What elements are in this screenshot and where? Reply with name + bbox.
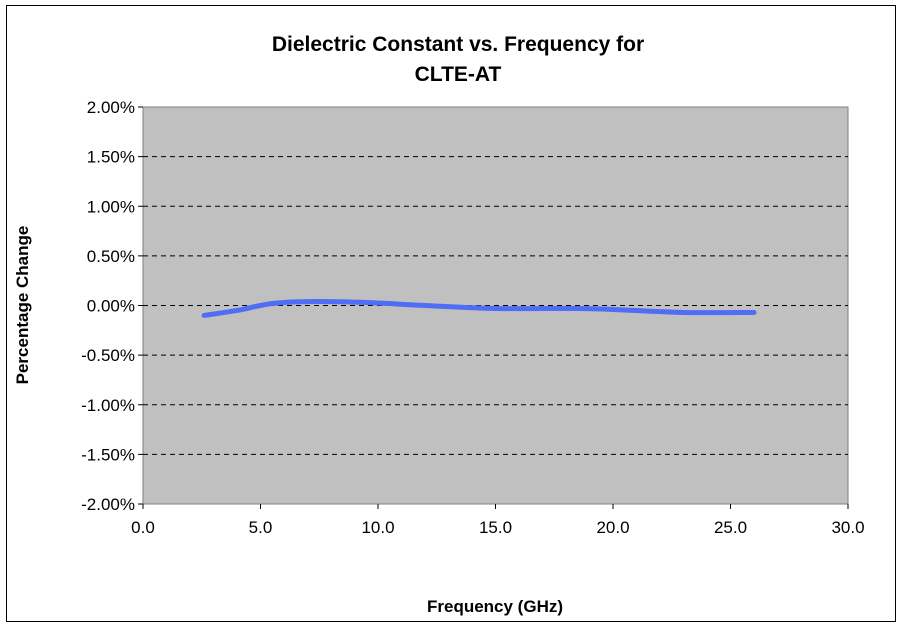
y-tick-label: 1.00% xyxy=(87,197,135,216)
y-tick-label: 1.50% xyxy=(87,148,135,167)
y-axis-ticks: 2.00% 1.50% 1.00% 0.50% 0.00% -0.50% -1.00% -1.… xyxy=(81,98,143,514)
series-layer xyxy=(201,298,757,318)
x-tick-label: 15.0 xyxy=(479,518,512,537)
y-tick-label: -0.50% xyxy=(81,346,135,365)
y-tick-label: -1.50% xyxy=(81,445,135,464)
x-tick-label: 20.0 xyxy=(596,518,629,537)
y-tick-label: 2.00% xyxy=(87,98,135,117)
y-tick-label: 0.50% xyxy=(87,247,135,266)
x-axis-title: Frequency (GHz) xyxy=(427,597,563,616)
y-tick-label: -2.00% xyxy=(81,495,135,514)
y-axis-title: Percentage Change xyxy=(13,226,32,385)
x-tick-label: 5.0 xyxy=(249,518,273,537)
series-line xyxy=(201,298,757,318)
y-tick-label: -1.00% xyxy=(81,396,135,415)
chart-title-line-2: CLTE-AT xyxy=(415,63,502,86)
x-axis-ticks: 0.0 5.0 10.0 15.0 20.0 25.0 30.0 xyxy=(131,504,865,537)
x-tick-label: 0.0 xyxy=(131,518,155,537)
chart-title-line-1: Dielectric Constant vs. Frequency for xyxy=(272,33,644,56)
x-tick-label: 10.0 xyxy=(361,518,394,537)
x-tick-label: 25.0 xyxy=(714,518,747,537)
y-tick-label: 0.00% xyxy=(87,297,135,316)
grid-lines xyxy=(143,156,848,455)
x-tick-label: 30.0 xyxy=(831,518,864,537)
